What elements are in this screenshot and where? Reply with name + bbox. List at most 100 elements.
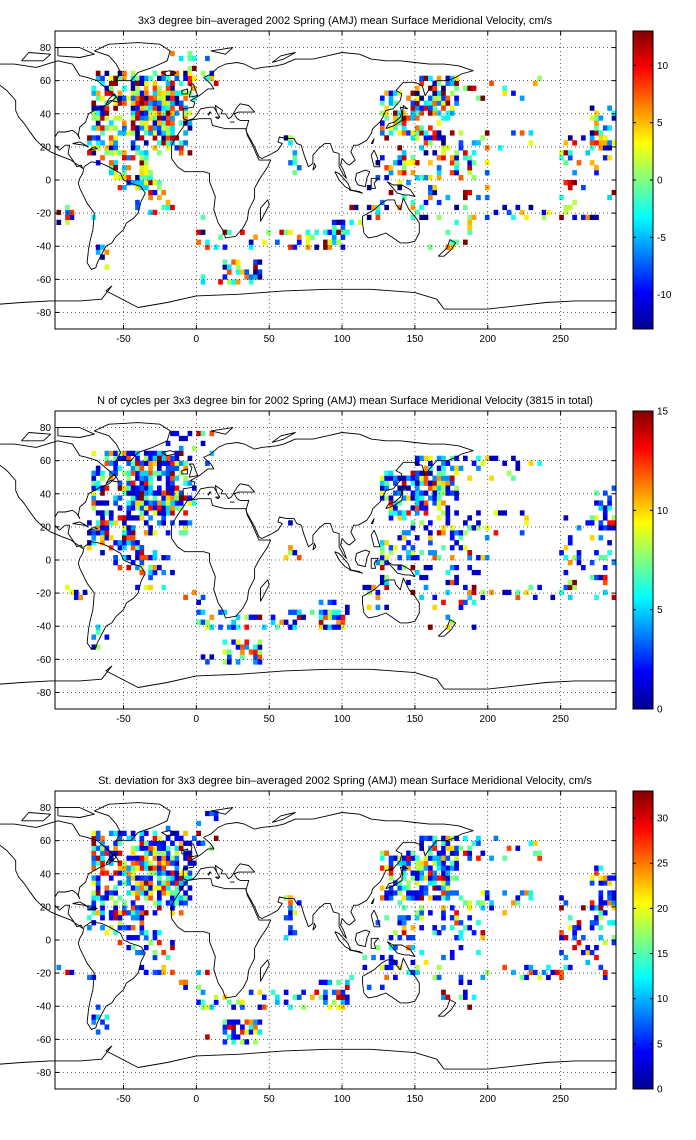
bin-cell <box>139 500 145 506</box>
bin-cell <box>484 555 490 561</box>
bin-cell <box>56 964 62 971</box>
bin-cell <box>567 925 573 931</box>
bin-cell <box>388 865 394 871</box>
bin-cell <box>152 840 158 846</box>
bin-cell <box>143 930 149 936</box>
bin-cell <box>130 830 136 836</box>
bin-cell <box>196 999 202 1005</box>
bin-cell <box>170 204 175 211</box>
bin-cell <box>178 880 184 886</box>
bin-cell <box>257 1029 263 1035</box>
bin-cell <box>528 890 534 896</box>
bin-cell <box>205 624 210 630</box>
bin-cell <box>410 895 416 901</box>
bin-cell <box>100 510 105 516</box>
bin-cell <box>126 525 132 531</box>
bin-cell <box>401 920 407 926</box>
bin-cell <box>563 584 569 591</box>
bin-cell <box>445 95 451 101</box>
bin-cell <box>257 1019 263 1025</box>
bin-cell <box>170 430 175 437</box>
bin-cell <box>602 515 608 521</box>
bin-cell <box>414 895 420 901</box>
coastline-path <box>312 162 317 171</box>
bin-cell <box>323 624 328 630</box>
bin-cell <box>401 925 407 931</box>
bin-cell <box>484 455 490 461</box>
bin-cell <box>458 930 464 936</box>
bin-cell <box>157 505 162 511</box>
bin-cell <box>384 485 389 491</box>
bin-cell <box>384 865 389 871</box>
bin-cell <box>432 500 438 506</box>
bin-cell <box>524 964 529 971</box>
bin-cell <box>419 470 424 476</box>
bin-cell <box>161 100 167 106</box>
bin-cell <box>559 969 564 976</box>
bin-cell <box>449 475 455 481</box>
bin-cell <box>476 95 481 101</box>
bin-cell <box>257 989 263 995</box>
bin-cell <box>165 835 171 841</box>
bin-cell <box>152 135 158 141</box>
y-tick-label: 60 <box>40 836 52 847</box>
bin-cell <box>130 95 136 101</box>
bin-cell <box>436 214 442 221</box>
bin-cell <box>607 505 612 511</box>
coastline-path <box>0 665 617 710</box>
bin-cell <box>200 440 206 447</box>
bin-cell <box>436 455 442 461</box>
bin-cell <box>423 855 429 861</box>
bin-cell <box>139 80 145 86</box>
bin-cell <box>174 890 180 896</box>
bin-cell <box>135 475 140 481</box>
coastline-path <box>370 149 381 168</box>
bin-cell <box>174 100 180 106</box>
bin-cell <box>130 860 136 866</box>
bin-cell <box>589 105 595 111</box>
coastline-path <box>181 88 189 95</box>
y-tick-label: 20 <box>40 142 52 153</box>
bin-cell <box>91 450 97 456</box>
bin-cell <box>165 850 171 856</box>
bin-cell <box>104 870 110 876</box>
bin-cell <box>458 845 464 851</box>
bin-cell <box>135 555 140 561</box>
bin-cell <box>130 915 136 921</box>
bin-cell <box>441 840 446 846</box>
bin-cell <box>581 214 586 221</box>
bin-cell <box>454 579 459 586</box>
bin-cell <box>148 885 153 891</box>
bin-cell <box>441 994 446 1000</box>
bin-cell <box>458 530 464 536</box>
bin-cell <box>441 915 446 921</box>
bin-cell <box>519 530 525 536</box>
bin-cell <box>122 470 127 476</box>
bin-cell <box>546 964 551 971</box>
bin-cell <box>454 574 459 581</box>
bin-cell <box>585 959 591 966</box>
bin-cell <box>95 1029 101 1035</box>
bin-cell <box>559 930 564 936</box>
bin-cell <box>393 944 398 951</box>
panel-cycle-count: N of cycles per 3x3 degree bin for 2002 … <box>0 395 669 725</box>
bin-cell <box>157 875 162 881</box>
bin-cell <box>594 130 599 136</box>
bin-cell <box>152 865 158 871</box>
bin-cell <box>493 510 499 516</box>
bin-cell <box>157 85 162 91</box>
bin-cell <box>384 974 389 981</box>
bin-cell <box>108 520 114 526</box>
bin-cell <box>410 850 416 856</box>
bin-cell <box>393 160 398 166</box>
bin-cell <box>178 845 184 851</box>
bin-cell <box>393 930 398 936</box>
bin-cell <box>126 505 132 511</box>
bin-cell <box>323 994 328 1000</box>
bin-cell <box>589 880 595 886</box>
bin-cell <box>135 550 140 556</box>
coastline-path <box>188 843 199 858</box>
bin-cell <box>463 925 468 931</box>
bin-cell <box>362 584 368 591</box>
bin-cell <box>143 140 149 146</box>
